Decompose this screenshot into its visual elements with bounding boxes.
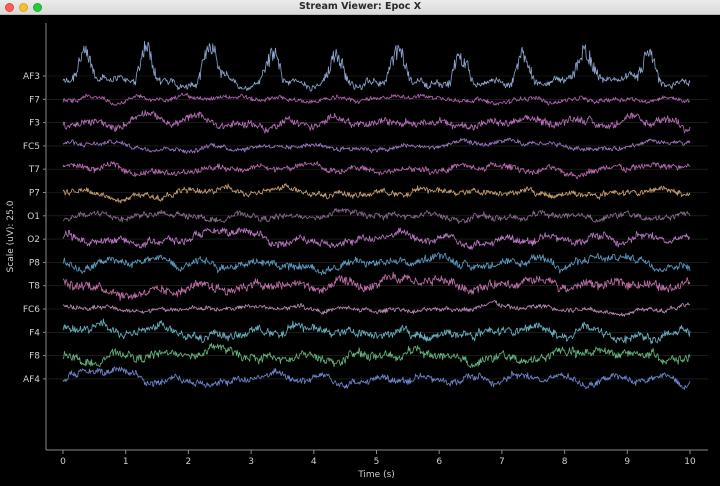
window-titlebar: Stream Viewer: Epoc X (0, 0, 720, 15)
channel-label: T8 (28, 282, 40, 292)
eeg-trace-p8 (62, 252, 691, 276)
eeg-trace-fc6 (62, 299, 691, 317)
eeg-trace-af3 (62, 40, 691, 92)
x-tick-label: 9 (624, 457, 630, 467)
y-axis-label: Scale (uV): 25.0 (6, 200, 16, 272)
channel-label: T7 (28, 165, 40, 175)
channel-baselines (46, 75, 708, 380)
close-window-button[interactable] (5, 3, 14, 12)
eeg-trace-o1 (62, 207, 691, 225)
axes-group: 0 1 2 3 4 5 6 7 8 9 10 (43, 23, 708, 467)
eeg-trace-f3 (62, 109, 691, 134)
channel-label: AF4 (23, 375, 40, 385)
eeg-plot-area[interactable]: 0 1 2 3 4 5 6 7 8 9 10 AF3 F7 F3 FC5 T7 P7 O1 O2 P8 T8 FC6 F4… (0, 15, 720, 482)
eeg-trace-f4 (62, 318, 691, 345)
x-tick-label: 6 (436, 457, 442, 467)
eeg-trace-f7 (62, 92, 691, 106)
channel-label: F8 (29, 352, 40, 362)
minimize-window-button[interactable] (19, 3, 28, 12)
x-tick-label: 1 (123, 457, 129, 467)
x-tick-label: 3 (248, 457, 254, 467)
channel-label: F7 (29, 95, 40, 105)
x-tick-label: 5 (374, 457, 380, 467)
x-axis-label: Time (s) (357, 470, 395, 480)
eeg-trace-f8 (62, 342, 691, 369)
channel-label: O2 (27, 235, 40, 245)
channel-label: P8 (29, 258, 40, 268)
channel-label: FC5 (23, 142, 40, 152)
eeg-trace-t7 (62, 161, 691, 180)
channel-label: P7 (29, 189, 40, 199)
channel-label: F4 (29, 328, 40, 338)
x-tick-label: 0 (60, 457, 66, 467)
x-tick-label: 7 (499, 457, 505, 467)
x-tick-label: 8 (562, 457, 568, 467)
eeg-trace-t8 (62, 271, 691, 302)
channel-label: AF3 (23, 72, 40, 82)
x-tick-label: 4 (311, 457, 317, 467)
channel-label: FC6 (23, 305, 40, 315)
zoom-window-button[interactable] (33, 3, 42, 12)
eeg-trace-p7 (62, 183, 691, 204)
eeg-trace-o2 (62, 227, 691, 251)
x-tick-label: 2 (186, 457, 192, 467)
eeg-chart: 0 1 2 3 4 5 6 7 8 9 10 AF3 F7 F3 FC5 T7 P7 O1 O2 P8 T8 FC6 F4… (6, 23, 708, 480)
eeg-trace-af4 (62, 366, 691, 390)
x-tick-label: 10 (684, 457, 696, 467)
channel-labels-group: AF3 F7 F3 FC5 T7 P7 O1 O2 P8 T8 FC6 F4 F8 AF4 (23, 72, 40, 385)
window-title: Stream Viewer: Epoc X (298, 1, 422, 12)
channel-label: O1 (27, 212, 40, 222)
eeg-trace-fc5 (62, 137, 691, 154)
channel-label: F3 (29, 119, 40, 129)
traces-group (62, 40, 691, 390)
